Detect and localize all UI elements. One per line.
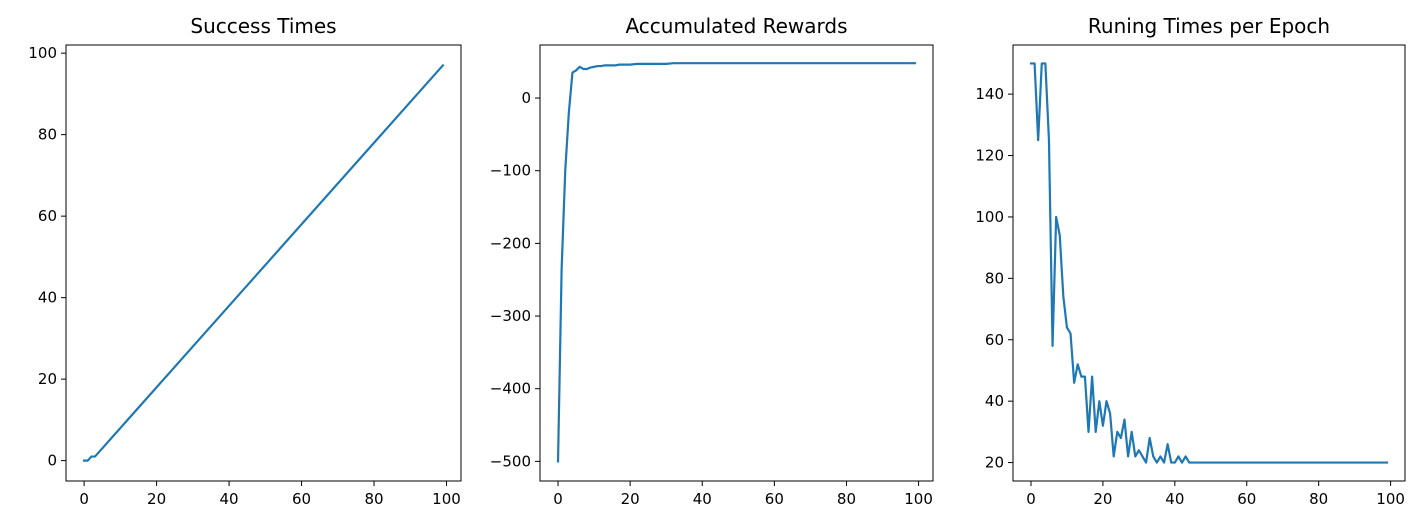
y-tick-label: −500 [490, 452, 531, 470]
chart-title: Success Times [190, 14, 336, 38]
x-tick-label: 0 [1026, 490, 1036, 508]
y-tick-label: 100 [28, 44, 57, 62]
x-tick-label: 100 [904, 490, 933, 508]
y-tick-label: −100 [490, 162, 531, 180]
x-tick-label: 40 [220, 490, 239, 508]
series-line [83, 63, 445, 462]
x-tick-label: 60 [765, 490, 784, 508]
y-tick-label: −400 [490, 380, 531, 398]
y-tick-label: 0 [521, 89, 531, 107]
chart-panel-2: Accumulated Rewards 0 20 40 60 80 100 0 −100 −200… [490, 14, 934, 508]
y-tick-label: 100 [975, 208, 1004, 226]
x-tick-label: 20 [621, 490, 640, 508]
y-tick-label: 80 [38, 126, 57, 144]
y-tick-label: 20 [38, 370, 57, 388]
x-tick-label: 20 [147, 490, 166, 508]
y-tick-label: 140 [975, 85, 1004, 103]
x-tick-label: 40 [693, 490, 712, 508]
x-tick-label: 0 [553, 490, 563, 508]
x-tick-label: 100 [1376, 490, 1405, 508]
x-tick-label: 100 [432, 490, 461, 508]
y-tick-label: 40 [38, 289, 57, 307]
x-tick-label: 80 [364, 490, 383, 508]
y-tick-label: −300 [490, 307, 531, 325]
axes-frame [539, 44, 934, 482]
x-tick-label: 60 [292, 490, 311, 508]
y-tick-label: 0 [47, 452, 57, 470]
y-tick-label: 60 [985, 331, 1004, 349]
x-tick-label: 40 [1165, 490, 1184, 508]
x-tick-label: 60 [1237, 490, 1256, 508]
chart-title: Accumulated Rewards [625, 14, 847, 38]
x-tick-label: 80 [1309, 490, 1328, 508]
y-tick-label: 20 [985, 454, 1004, 472]
x-tick-label: 0 [79, 490, 89, 508]
series-line [1029, 62, 1389, 464]
y-tick-label: 80 [985, 269, 1004, 287]
y-tick-label: 60 [38, 207, 57, 225]
axes-frame [1012, 44, 1406, 482]
y-tick-label: 40 [985, 392, 1004, 410]
y-tick-label: 120 [975, 147, 1004, 165]
x-tick-label: 20 [1093, 490, 1112, 508]
chart-panel-1: Success Times 0 20 40 60 80 100 0 20 40 60 80 100 [28, 14, 462, 508]
series-line [556, 62, 917, 463]
chart-title: Runing Times per Epoch [1088, 14, 1330, 38]
y-tick-label: −200 [490, 234, 531, 252]
chart-panel-3: Runing Times per Epoch 0 20 40 60 80 100 20 40 60… [975, 14, 1406, 508]
axes-frame [65, 44, 462, 482]
x-tick-label: 80 [837, 490, 856, 508]
